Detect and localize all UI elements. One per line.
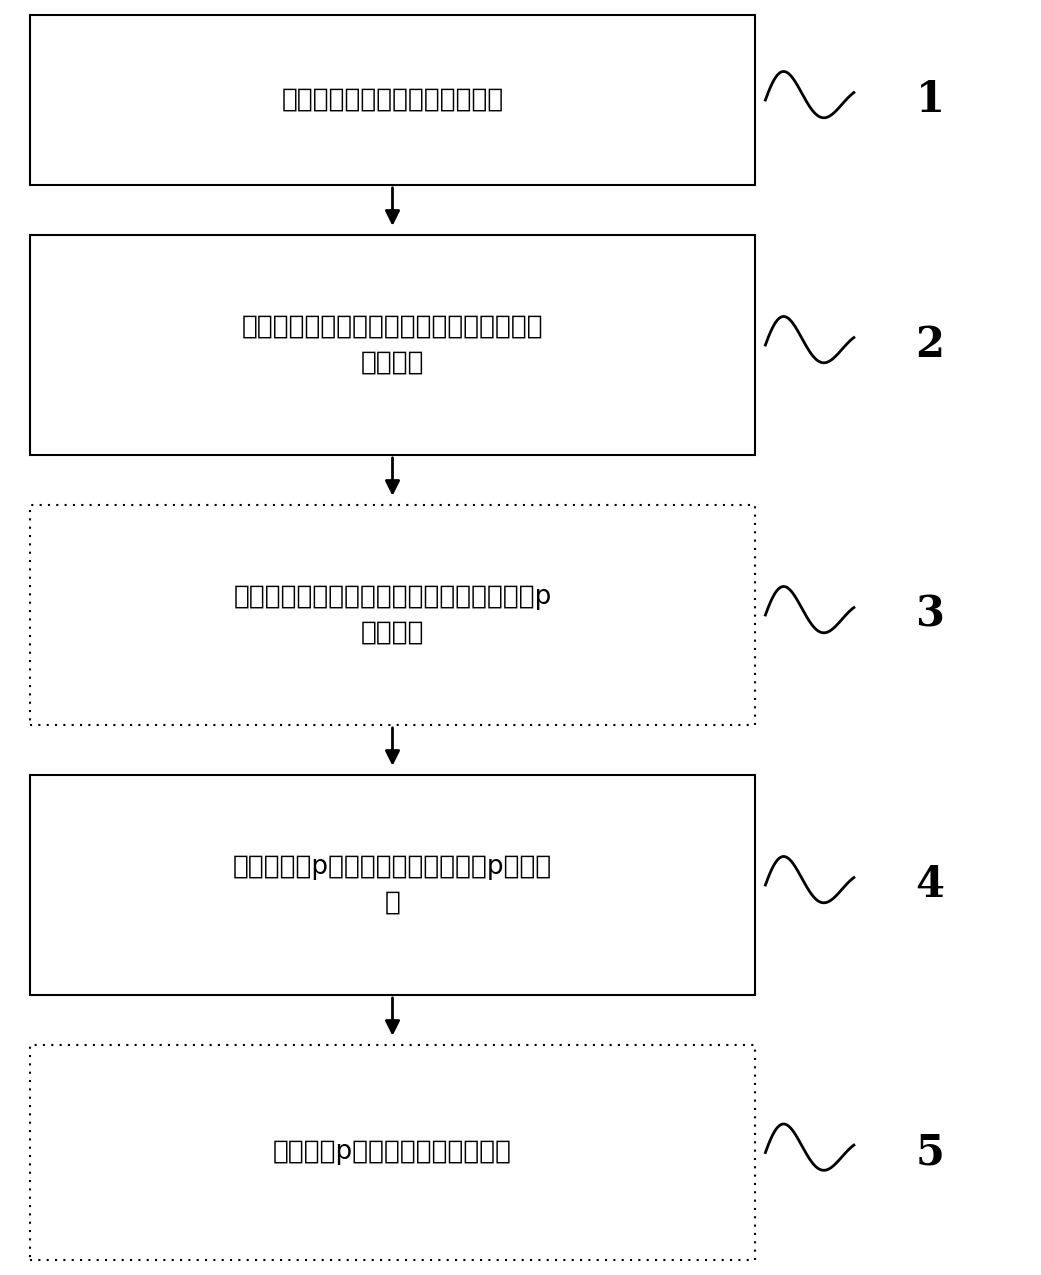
Bar xyxy=(30,15,755,185)
Text: 1: 1 xyxy=(915,79,944,121)
Bar xyxy=(30,235,755,455)
Text: 在中度掺镁p型氮化镓上生长重掺镁p型氮化
镓: 在中度掺镁p型氮化镓上生长重掺镁p型氮化 镓 xyxy=(233,854,552,915)
Bar xyxy=(30,775,755,994)
Text: 在重掺镁p型氮化镓上生长金属层: 在重掺镁p型氮化镓上生长金属层 xyxy=(273,1140,512,1165)
Text: 在低温氮化镓缓冲层上生长高温非故意掺杂
氮化镓层: 在低温氮化镓缓冲层上生长高温非故意掺杂 氮化镓层 xyxy=(242,314,543,376)
Text: 3: 3 xyxy=(916,594,944,636)
Text: 在高温非故意掺杂氮化镓层上生长中度掺镁p
型氮化镓: 在高温非故意掺杂氮化镓层上生长中度掺镁p 型氮化镓 xyxy=(233,584,552,646)
Text: 在衬底上生长低温氮化镓缓冲层: 在衬底上生长低温氮化镓缓冲层 xyxy=(281,87,504,113)
Bar xyxy=(30,1046,755,1260)
Text: 5: 5 xyxy=(916,1131,944,1173)
Text: 4: 4 xyxy=(915,864,944,907)
Bar xyxy=(30,505,755,725)
Text: 2: 2 xyxy=(915,324,944,366)
